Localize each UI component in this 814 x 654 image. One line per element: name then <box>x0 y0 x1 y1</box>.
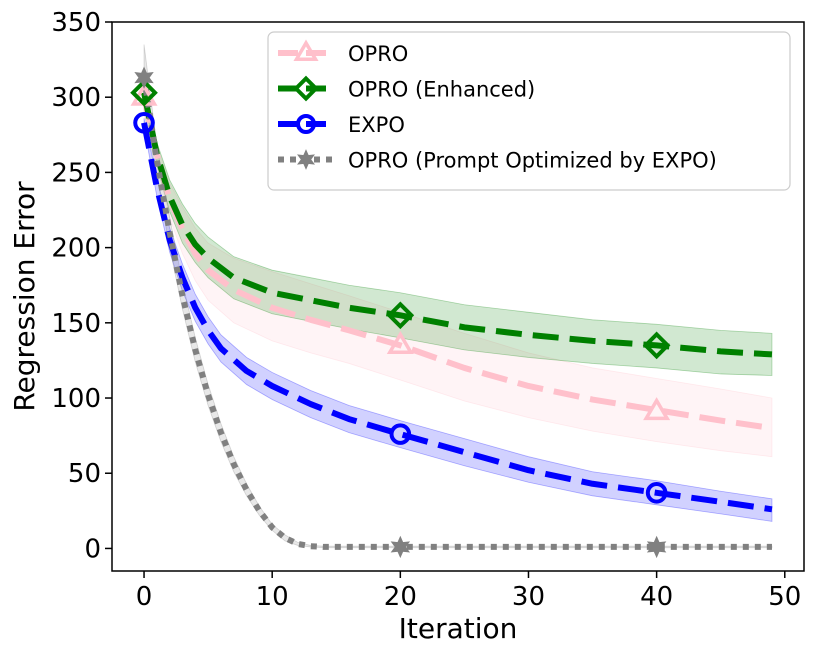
legend-label-opro-enhanced: OPRO (Enhanced) <box>348 78 535 102</box>
point-expo <box>645 481 668 504</box>
y-axis: 0 50 100 150 200 250 300 350 <box>51 8 112 564</box>
x-tick-label: 30 <box>512 582 545 612</box>
y-tick-label: 150 <box>51 309 101 339</box>
point-opro-enhanced <box>642 331 671 360</box>
legend-label-opro: OPRO <box>348 42 408 66</box>
y-tick-label: 0 <box>84 534 101 564</box>
band-opro-enhanced <box>143 88 773 376</box>
point-opro-prompt-optimized-by-expo <box>390 535 411 559</box>
x-axis: 0 10 20 30 40 50 <box>136 571 801 612</box>
legend-label-opro-prompt-optimized-by-expo: OPRO (Prompt Optimized by EXPO) <box>348 149 717 173</box>
y-tick-label: 50 <box>68 459 101 489</box>
point-opro-enhanced <box>130 78 158 107</box>
legend-box <box>267 31 791 191</box>
point-expo <box>133 111 155 134</box>
series-lines <box>141 77 773 550</box>
x-axis-label: Iteration <box>399 612 518 645</box>
y-tick-label: 100 <box>51 384 101 414</box>
line-opro-prompt-optimized-by-expo <box>141 77 772 550</box>
point-opro-prompt-optimized-by-expo <box>646 535 667 559</box>
x-tick-label: 40 <box>640 582 673 612</box>
legend-label-expo: EXPO <box>348 113 405 137</box>
point-expo <box>389 423 412 445</box>
point-opro-enhanced <box>386 301 415 330</box>
x-tick-label: 10 <box>256 582 289 612</box>
point-opro <box>386 330 414 354</box>
legend: OPRO OPRO (Enhanced) EXPO OPRO (Prompt Opti… <box>267 31 791 191</box>
plot-frame <box>111 21 805 572</box>
legend-marker-opro <box>293 39 319 61</box>
y-tick-label: 250 <box>51 158 101 188</box>
legend-marker-expo <box>296 114 316 134</box>
point-opro <box>643 397 671 421</box>
line-opro-enhanced <box>141 92 773 358</box>
y-tick-label: 350 <box>51 8 101 38</box>
point-opro-prompt-optimized-by-expo <box>134 66 154 89</box>
x-tick-label: 20 <box>384 582 417 612</box>
x-tick-label: 50 <box>768 582 801 612</box>
legend-marker-opro-enhanced <box>293 75 319 102</box>
y-axis-label: Regression Error <box>8 181 41 412</box>
x-tick-label: 0 <box>136 582 153 612</box>
legend-marker-opro-prompt-optimized-by-expo <box>297 149 315 170</box>
y-tick-label: 300 <box>51 83 101 113</box>
y-tick-label: 200 <box>51 234 101 264</box>
band-expo <box>143 118 773 522</box>
series-markers <box>130 66 671 559</box>
